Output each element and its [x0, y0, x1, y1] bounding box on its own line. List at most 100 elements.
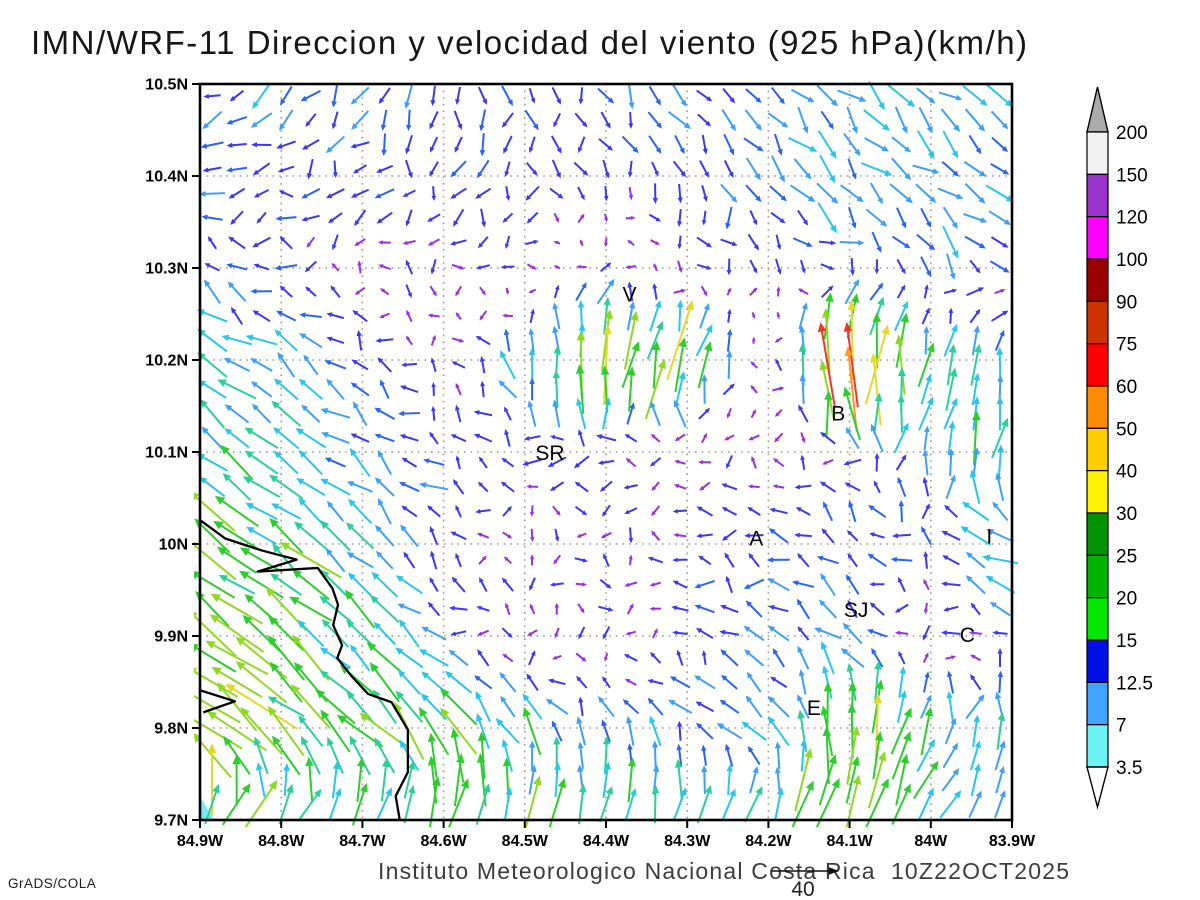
wind-vector-head: [325, 548, 333, 556]
colorbar-label: 150: [1116, 165, 1148, 186]
wind-vector-head: [774, 338, 780, 343]
wind-vector: [865, 208, 886, 226]
wind-vector-head: [373, 621, 382, 630]
wind-vector: [964, 108, 984, 130]
wind-vector-head: [874, 269, 880, 275]
lon-tick-label: 84.4W: [583, 833, 630, 850]
wind-vector: [577, 719, 587, 746]
wind-vector: [578, 787, 585, 825]
wind-vector-head: [244, 593, 254, 603]
wind-vector-head: [606, 785, 613, 795]
wind-vector-head: [924, 652, 929, 658]
wind-vector-head: [557, 778, 566, 789]
wind-vector-head: [504, 428, 510, 435]
wind-vector-head: [397, 410, 405, 417]
wind-vector-head: [871, 647, 877, 655]
wind-vector: [819, 154, 835, 181]
wind-vector: [696, 788, 711, 824]
wind-vector-head: [728, 171, 734, 178]
wind-vector-head: [194, 643, 199, 652]
wind-vector-head: [479, 315, 484, 321]
wind-vector-head: [647, 678, 654, 684]
wind-vector-head: [301, 144, 309, 150]
wind-vector-head: [603, 553, 608, 559]
wind-vector-head: [851, 755, 860, 767]
colorbar-label: 30: [1116, 504, 1137, 525]
wind-vector-head: [895, 334, 904, 345]
wind-vector-head: [999, 740, 1006, 749]
wind-vector-head: [624, 433, 631, 439]
wind-vector: [797, 600, 811, 620]
wind-vector-head: [652, 198, 658, 204]
wind-vector-head: [242, 614, 253, 625]
wind-vector-head: [831, 196, 839, 204]
wind-vector-head: [1001, 122, 1009, 130]
colorbar-segment: [1086, 427, 1109, 472]
wind-vector-head: [884, 169, 893, 176]
wind-vector-head: [553, 559, 558, 565]
wind-vector: [376, 790, 392, 821]
wind-vector-head: [647, 556, 654, 562]
wind-vector: [972, 415, 978, 466]
wind-vector-head: [900, 268, 906, 275]
wind-vector-head: [374, 193, 382, 199]
wind-vector-head: [270, 573, 280, 582]
wind-vector: [430, 736, 438, 778]
wind-vector: [672, 790, 686, 822]
wind-vector-head: [225, 683, 236, 693]
wind-vector-head: [406, 309, 411, 316]
wind-vector: [477, 716, 490, 749]
wind-vector-head: [423, 458, 430, 464]
wind-vector-head: [503, 556, 509, 562]
wind-vector: [825, 395, 830, 437]
wind-vector-head: [922, 449, 929, 457]
wind-vector-head: [925, 373, 932, 382]
wind-vector: [407, 109, 411, 129]
wind-vector-head: [698, 555, 704, 561]
wind-vector: [721, 109, 736, 130]
wind-vector-head: [377, 498, 384, 506]
wind-vector: [869, 284, 883, 301]
wind-vector-head: [201, 214, 208, 220]
wind-vector: [231, 308, 244, 326]
wind-vector-head: [427, 601, 434, 608]
wind-vector: [653, 788, 657, 824]
wind-vector-head: [702, 148, 708, 155]
wind-vector: [991, 136, 1007, 151]
wind-vector: [369, 644, 403, 674]
wind-vector: [596, 281, 614, 305]
wind-vector-head: [802, 126, 809, 134]
wind-vector-head: [481, 221, 487, 228]
wind-vector-head: [673, 399, 680, 408]
wind-vector-head: [992, 501, 999, 509]
wind-vector-head: [528, 289, 534, 294]
wind-vector: [382, 133, 387, 154]
coastline-segment: [199, 689, 237, 714]
wind-vector: [480, 736, 486, 779]
wind-vector-head: [351, 359, 358, 365]
wind-vector-head: [505, 290, 510, 295]
wind-vector-head: [273, 378, 282, 386]
wind-vector: [399, 671, 421, 695]
wind-vector: [357, 332, 363, 351]
wind-vector: [889, 183, 911, 202]
wind-vector: [577, 401, 587, 430]
wind-vector-head: [747, 745, 754, 753]
wind-vector: [863, 109, 888, 130]
wind-vector-head: [704, 171, 710, 178]
wind-vector-head: [459, 338, 465, 343]
wind-vector-head: [627, 172, 633, 178]
wind-vector-head: [946, 690, 953, 699]
wind-vector-head: [819, 481, 826, 487]
wind-vector-head: [776, 244, 782, 251]
wind-vector-head: [858, 95, 867, 102]
wind-vector-head: [366, 642, 377, 652]
wind-vector: [450, 650, 469, 667]
wind-vector-head: [900, 284, 906, 291]
wind-vector-head: [1002, 169, 1010, 175]
wind-vector: [816, 84, 837, 105]
wind-vector-head: [994, 691, 1002, 700]
wind-vector: [923, 428, 929, 451]
wind-vector: [644, 363, 665, 420]
colorbar-label: 200: [1116, 123, 1148, 144]
